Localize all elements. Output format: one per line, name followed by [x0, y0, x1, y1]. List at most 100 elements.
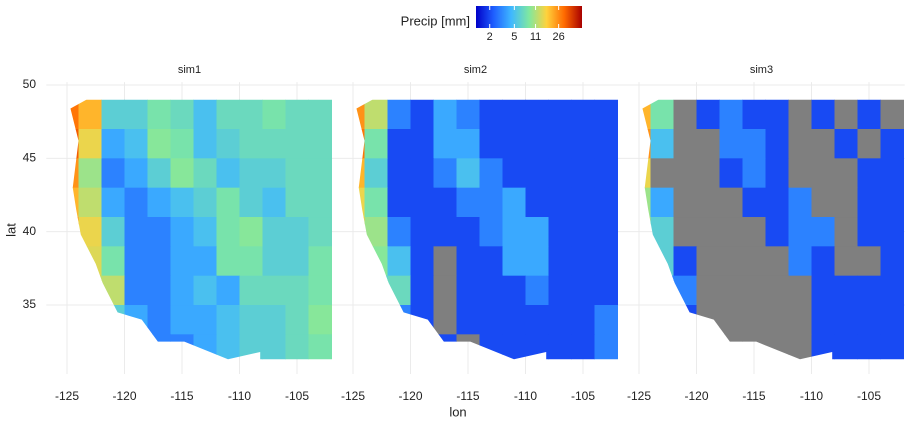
raster-cell [193, 275, 217, 306]
raster-cell [456, 187, 480, 218]
raster-cell [124, 305, 148, 335]
raster-cell [880, 334, 904, 360]
raster-cell [594, 217, 618, 247]
x-tick-label: -115 [170, 389, 193, 403]
colorbar-tick-label: 2 [487, 31, 493, 43]
raster-cell [308, 246, 332, 277]
raster-cell [387, 275, 411, 306]
raster-cell [811, 246, 835, 277]
raster-cell [696, 305, 720, 335]
raster-cell [594, 305, 618, 335]
raster-cell [719, 305, 743, 335]
y-tick-label: 50 [23, 77, 37, 91]
raster-cell [811, 129, 835, 159]
raster-cell [239, 246, 263, 277]
raster-cell [308, 305, 332, 335]
facet-panel [70, 99, 332, 360]
raster-cell [456, 275, 480, 306]
raster-cell [285, 99, 309, 130]
raster-cell [525, 129, 549, 159]
raster-cell [502, 158, 526, 189]
raster-cell [696, 129, 720, 159]
raster-cell [650, 158, 674, 189]
raster-cell [101, 217, 125, 247]
raster-cell [571, 305, 595, 335]
raster-cell [571, 246, 595, 277]
y-tick-label: 35 [23, 297, 37, 311]
raster-cell [857, 187, 881, 218]
raster-cell [502, 129, 526, 159]
raster-cell [70, 99, 79, 130]
raster-cell [673, 158, 697, 189]
raster-cell [811, 217, 835, 247]
raster-cell [857, 246, 881, 277]
x-tick-label: -125 [627, 389, 651, 403]
raster-cell [548, 129, 572, 159]
raster-cell [239, 275, 263, 306]
raster-cell [170, 99, 194, 130]
raster-cell [216, 246, 240, 277]
raster-cell [364, 217, 388, 247]
raster-cell [479, 305, 503, 335]
raster-cell [433, 158, 457, 189]
raster-cell [124, 217, 148, 247]
raster-cell [479, 246, 503, 277]
colorbar-tick-label: 11 [530, 31, 541, 43]
raster-cell [788, 217, 812, 247]
raster-cell [742, 187, 766, 218]
raster-cell [410, 187, 434, 218]
raster-cell [433, 129, 457, 159]
raster-cell [719, 158, 743, 189]
raster-cell [70, 158, 79, 189]
raster-cell [78, 334, 102, 360]
raster-cell [479, 334, 503, 360]
raster-cell [742, 246, 766, 277]
raster-cell [650, 275, 674, 306]
x-tick-label: -115 [456, 389, 479, 403]
raster-cell [308, 129, 332, 159]
raster-cell [502, 217, 526, 247]
raster-cell [285, 305, 309, 335]
raster-cell [719, 246, 743, 277]
raster-cell [456, 158, 480, 189]
raster-cell [193, 217, 217, 247]
x-tick-label: -110 [514, 389, 537, 403]
raster-cell [696, 99, 720, 130]
raster-cell [525, 187, 549, 218]
x-tick-label: -105 [857, 389, 881, 403]
raster-cell [410, 129, 434, 159]
raster-cell [262, 217, 286, 247]
raster-cell [880, 217, 904, 247]
raster-cell [78, 305, 102, 335]
raster-cell [673, 187, 697, 218]
raster-cell [78, 99, 102, 130]
raster-cell [216, 305, 240, 335]
x-tick-label: -120 [398, 389, 422, 403]
raster-cell [719, 187, 743, 218]
raster-cell [650, 246, 674, 277]
raster-cell [456, 246, 480, 277]
y-tick-label: 45 [23, 151, 37, 165]
raster-cell [364, 158, 388, 189]
raster-cell [811, 187, 835, 218]
raster-cell [101, 99, 125, 130]
raster-cell [78, 246, 102, 277]
raster-cell [170, 275, 194, 306]
raster-cell [193, 334, 217, 360]
facet-panel [642, 99, 904, 360]
raster-cell [673, 334, 697, 360]
raster-cell [788, 275, 812, 306]
raster-cell [811, 99, 835, 130]
raster-cell [642, 99, 651, 130]
raster-cell [525, 275, 549, 306]
raster-cell [170, 129, 194, 159]
raster-cell [262, 246, 286, 277]
raster-cell [387, 158, 411, 189]
raster-cell [239, 334, 263, 360]
raster-cell [147, 99, 171, 130]
raster-cell [387, 334, 411, 360]
raster-cell [285, 334, 309, 360]
raster-cell [262, 187, 286, 218]
x-tick-label: -110 [228, 389, 251, 403]
raster-cell [719, 334, 743, 360]
